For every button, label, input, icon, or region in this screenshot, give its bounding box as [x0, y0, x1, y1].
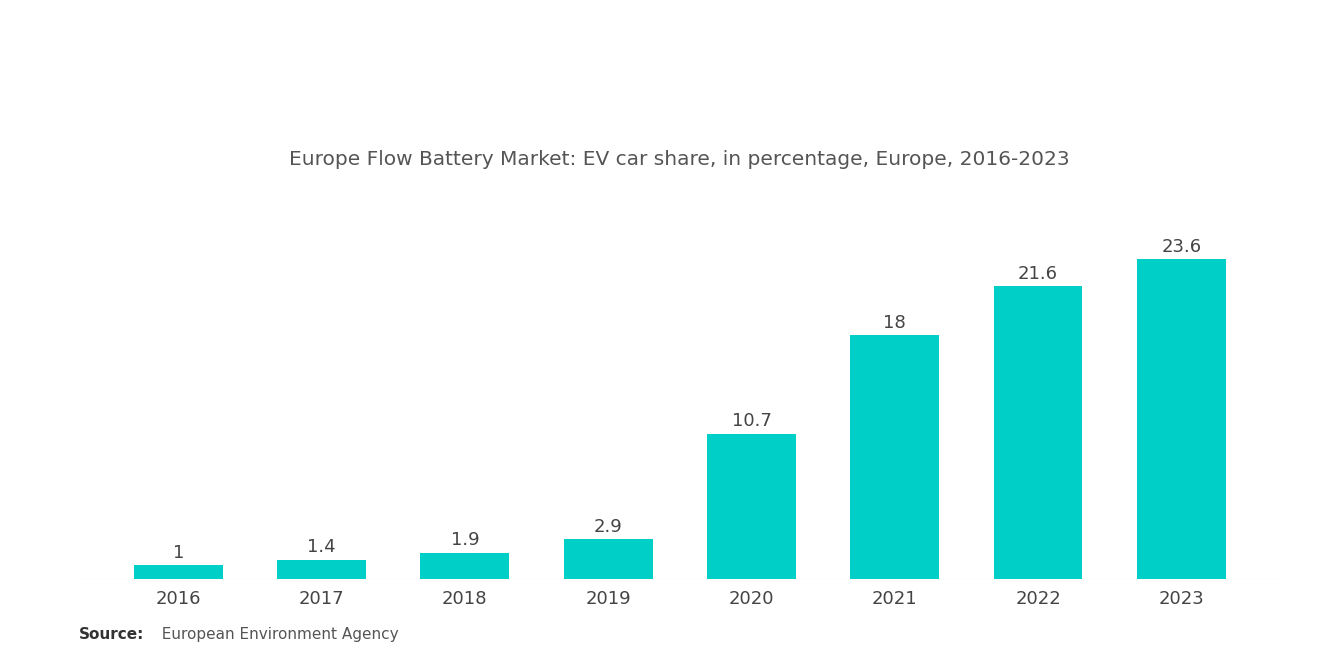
- Text: 1.9: 1.9: [450, 531, 479, 549]
- Bar: [994, 287, 1082, 579]
- Text: 18: 18: [883, 314, 906, 332]
- Title: Europe Flow Battery Market: EV car share, in percentage, Europe, 2016-2023: Europe Flow Battery Market: EV car share…: [289, 150, 1071, 170]
- Bar: [420, 553, 510, 579]
- Text: Source:: Source:: [79, 626, 145, 642]
- Text: 1.4: 1.4: [308, 538, 335, 556]
- Bar: [850, 335, 940, 579]
- Text: 21.6: 21.6: [1018, 265, 1059, 283]
- Text: European Environment Agency: European Environment Agency: [152, 626, 399, 642]
- Bar: [564, 539, 652, 579]
- Text: 23.6: 23.6: [1162, 238, 1201, 256]
- Bar: [1137, 259, 1226, 579]
- Text: 2.9: 2.9: [594, 518, 623, 536]
- Text: 10.7: 10.7: [731, 412, 771, 430]
- Bar: [708, 434, 796, 579]
- Bar: [277, 560, 366, 579]
- Bar: [133, 565, 223, 579]
- Text: 1: 1: [173, 544, 183, 562]
